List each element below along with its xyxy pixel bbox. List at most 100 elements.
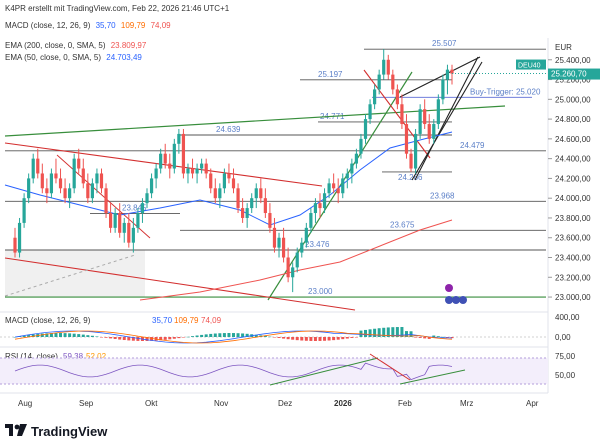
candle-body bbox=[22, 198, 26, 223]
macd-hist-value: 74,09 bbox=[150, 21, 171, 30]
tradingview-logo-text: TradingView bbox=[31, 423, 108, 439]
macd-histogram-bar bbox=[432, 335, 436, 337]
macd-histogram-bar bbox=[382, 327, 386, 337]
symbol-tag bbox=[516, 59, 546, 70]
candle-body bbox=[58, 178, 63, 189]
macd-histogram-bar bbox=[300, 337, 304, 341]
rsi-pane-value: 59,38 bbox=[63, 352, 84, 361]
candle-body bbox=[231, 178, 236, 189]
macd-histogram-bar bbox=[86, 335, 90, 337]
candle-body bbox=[159, 153, 163, 169]
macd-histogram-bar bbox=[241, 333, 245, 337]
x-tick-label: Nov bbox=[214, 399, 228, 408]
candle-body bbox=[209, 173, 213, 189]
macd-histogram-bar bbox=[109, 337, 113, 339]
candle-body bbox=[122, 222, 126, 233]
dividend-marker-icon bbox=[445, 296, 453, 304]
macd-histogram-bar bbox=[22, 335, 26, 337]
candle-body bbox=[86, 183, 90, 199]
candle-body bbox=[436, 99, 440, 125]
macd-histogram-bar bbox=[286, 337, 290, 340]
candle-body bbox=[345, 173, 349, 179]
macd-histogram-bar bbox=[254, 334, 258, 337]
macd-histogram-bar bbox=[209, 333, 213, 337]
candle-body bbox=[13, 237, 17, 253]
macd-histogram-bar bbox=[295, 337, 299, 341]
level-label: 23.845 bbox=[122, 204, 147, 213]
candle-body bbox=[213, 188, 217, 199]
candle-body bbox=[327, 183, 331, 194]
rsi-pane-ma: 52,02 bbox=[86, 352, 107, 361]
macd-histogram-bar bbox=[40, 333, 44, 337]
macd-histogram-bar bbox=[272, 337, 276, 338]
macd-histogram-bar bbox=[127, 337, 131, 341]
macd-histogram-bar bbox=[150, 337, 154, 341]
candle-body bbox=[172, 143, 176, 169]
macd-histogram-bar bbox=[118, 337, 122, 340]
candle-body bbox=[245, 208, 249, 218]
y-tick-label: 25.400,00 bbox=[555, 56, 591, 65]
candle-body bbox=[45, 188, 49, 194]
macd-histogram-bar bbox=[145, 337, 149, 341]
macd-histogram-bar bbox=[445, 337, 449, 338]
macd-histogram-bar bbox=[181, 337, 185, 338]
macd-histogram-bar bbox=[113, 337, 117, 340]
macd-histogram-bar bbox=[177, 337, 181, 339]
candle-body bbox=[49, 173, 54, 194]
ema50-legend-value: 24.703,49 bbox=[106, 53, 142, 62]
x-tick-label: Okt bbox=[145, 399, 158, 408]
candle-body bbox=[72, 158, 76, 189]
macd-histogram-bar bbox=[204, 334, 208, 337]
candle-body bbox=[391, 74, 395, 90]
macd-histogram-bar bbox=[45, 333, 49, 337]
macd-histogram-bar bbox=[277, 337, 281, 338]
downtrend-line-upper bbox=[4, 142, 323, 187]
candle-body bbox=[163, 153, 167, 164]
candle-body bbox=[54, 173, 58, 179]
currency-label: EUR bbox=[555, 43, 572, 52]
candle-body bbox=[395, 89, 399, 105]
candle-body bbox=[168, 163, 172, 169]
macd-tick-label: 0,00 bbox=[555, 333, 571, 342]
ema200-line bbox=[139, 219, 453, 301]
macd-histogram-bar bbox=[72, 333, 76, 337]
price-chart[interactable]: EUR 25.400,00 25.200,00 25.000,00 24.800,00 2… bbox=[0, 0, 600, 420]
level-label: 23.968 bbox=[430, 191, 455, 200]
candle-body bbox=[441, 79, 445, 100]
candle-body bbox=[27, 178, 31, 199]
macd-histogram-bar bbox=[49, 333, 53, 337]
level-label: Buy-Trigger: 25.020 bbox=[470, 87, 541, 96]
level-label: 24.639 bbox=[216, 125, 241, 134]
candle-body bbox=[218, 188, 222, 199]
macd-histogram-bar bbox=[63, 333, 67, 337]
candle-body bbox=[300, 242, 304, 253]
candle-body bbox=[195, 168, 199, 174]
macd-legend-label: MACD (close, 12, 26, 9) bbox=[5, 21, 91, 30]
y-tick-label: 23.800,00 bbox=[555, 214, 591, 223]
macd-histogram-bar bbox=[268, 336, 272, 338]
neckline-dashed bbox=[4, 254, 136, 297]
candle-body bbox=[418, 109, 422, 134]
candle-body bbox=[309, 213, 313, 228]
macd-histogram-bar bbox=[423, 337, 427, 339]
candle-body bbox=[423, 109, 427, 125]
macd-histogram-bar bbox=[232, 333, 235, 337]
candle-body bbox=[149, 178, 154, 194]
macd-histogram-bar bbox=[404, 331, 408, 337]
macd-histogram-bar bbox=[200, 334, 204, 337]
macd-histogram-bar bbox=[282, 337, 286, 339]
candle-body bbox=[186, 168, 190, 174]
y-tick-label: 25.000,00 bbox=[555, 95, 591, 104]
candle-body bbox=[363, 119, 368, 139]
candle-body bbox=[250, 198, 254, 209]
macd-histogram-bar bbox=[59, 333, 63, 337]
macd-histogram-bar bbox=[354, 337, 358, 338]
uptrend-line bbox=[267, 71, 413, 301]
candle-body bbox=[81, 168, 85, 184]
macd-histogram-bar bbox=[218, 333, 222, 337]
macd-histogram-bar bbox=[222, 333, 226, 337]
macd-histogram-bar bbox=[345, 337, 349, 339]
x-tick-label: Sep bbox=[79, 399, 94, 408]
wedge-upper bbox=[414, 56, 479, 181]
candle-body bbox=[127, 222, 131, 243]
